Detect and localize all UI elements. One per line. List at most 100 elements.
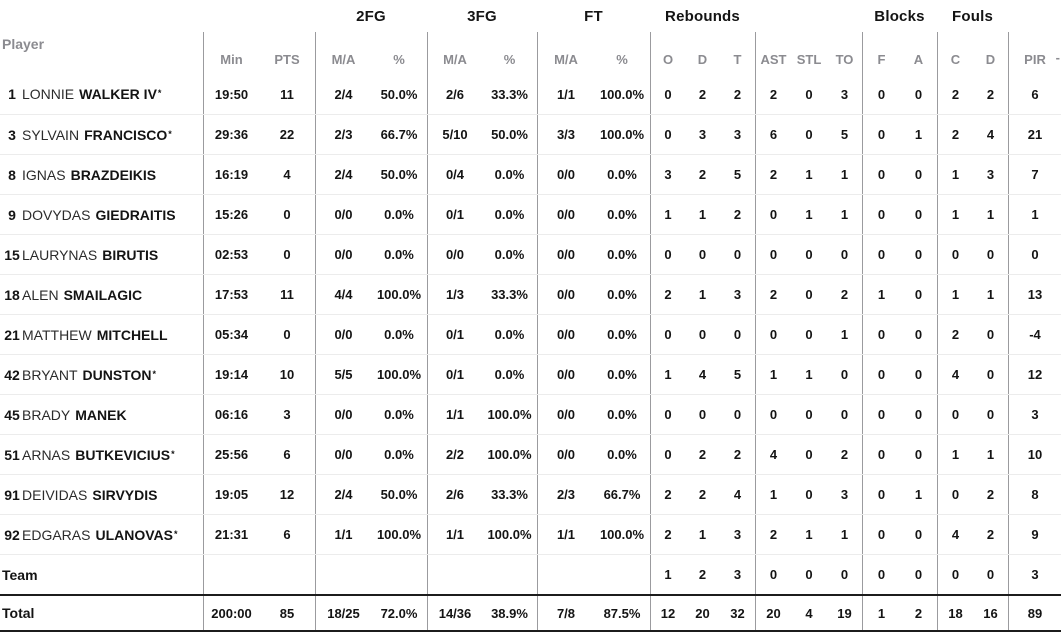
foul-c-cell: 2 xyxy=(937,74,973,114)
player-cell[interactable]: 42 BRYANT DUNSTON * xyxy=(0,355,203,394)
player-row[interactable]: 92 EDGARAS ULANOVAS * 21:31 6 1/1 100.0%… xyxy=(0,514,1061,554)
pts-cell: 3 xyxy=(283,407,291,422)
player-cell[interactable]: 91 DEIVIDAS SIRVYDIS xyxy=(0,475,203,514)
player-last-name: BRAZDEIKIS xyxy=(70,166,157,183)
player-row[interactable]: 18 ALEN SMAILAGIC 17:53 11 4/4 100.0% 1/… xyxy=(0,274,1061,314)
header-2fg-pct[interactable]: % xyxy=(393,52,405,67)
player-rows: 1 LONNIE WALKER IV * 19:50 11 2/4 50.0% … xyxy=(0,74,1061,554)
player-cell[interactable]: 18 ALEN SMAILAGIC xyxy=(0,275,203,314)
ft-ma-cell: 0/0 xyxy=(537,435,594,474)
header-stl[interactable]: STL xyxy=(796,52,822,67)
player-last-name: FRANCISCO xyxy=(84,126,168,143)
fg3-ma-cell: 0/4 xyxy=(427,155,482,194)
stl-cell: 0 xyxy=(805,127,813,142)
player-cell[interactable]: 8 IGNAS BRAZDEIKIS xyxy=(0,155,203,194)
player-row[interactable]: 51 ARNAS BUTKEVICIUS * 25:56 6 0/0 0.0% … xyxy=(0,434,1061,474)
ast-cell: 0 xyxy=(755,195,791,234)
pts-cell: 0 xyxy=(283,207,291,222)
player-cell[interactable]: 3 SYLVAIN FRANCISCO * xyxy=(0,115,203,154)
fg2-ma-cell: 2/4 xyxy=(315,74,371,114)
player-cell[interactable]: 1 LONNIE WALKER IV * xyxy=(0,74,203,114)
header-foul-d[interactable]: D xyxy=(985,52,996,67)
player-last-name: BUTKEVICIUS xyxy=(75,446,171,463)
fg3-ma-cell: 2/6 xyxy=(427,74,482,114)
header-blk-a[interactable]: A xyxy=(913,52,924,67)
reb-t-cell: 3 xyxy=(733,287,742,302)
team-blk-f-cell: 0 xyxy=(862,555,900,594)
ast-cell: 2 xyxy=(755,275,791,314)
foul-d-cell: 0 xyxy=(986,367,995,382)
group-header-2fg: 2FG xyxy=(356,7,386,25)
player-row[interactable]: 8 IGNAS BRAZDEIKIS 16:19 4 2/4 50.0% 0/4… xyxy=(0,154,1061,194)
player-cell[interactable]: 92 EDGARAS ULANOVAS * xyxy=(0,515,203,554)
foul-d-cell: 1 xyxy=(986,207,995,222)
header-reb-d[interactable]: D xyxy=(697,52,708,67)
fg2-ma-cell: 1/1 xyxy=(315,515,371,554)
min-cell: 19:14 xyxy=(203,355,259,394)
stl-cell: 0 xyxy=(805,407,813,422)
min-cell: 19:50 xyxy=(203,74,259,114)
header-foul-c[interactable]: C xyxy=(937,32,973,74)
foul-c-cell: 0 xyxy=(937,475,973,514)
player-first-name: BRYANT xyxy=(22,366,78,383)
reb-t-cell: 0 xyxy=(733,327,742,342)
player-cell[interactable]: 21 MATTHEW MITCHELL xyxy=(0,315,203,354)
header-pir[interactable]: PIR - xyxy=(1008,32,1061,74)
player-cell[interactable]: 15 LAURYNAS BIRUTIS xyxy=(0,235,203,274)
block-a-cell: 0 xyxy=(914,367,923,382)
header-player[interactable]: Player xyxy=(2,35,45,52)
stl-cell: 0 xyxy=(805,327,813,342)
to-cell: 2 xyxy=(840,287,849,302)
team-foul-c-cell: 0 xyxy=(937,555,973,594)
header-reb-o[interactable]: O xyxy=(650,32,685,74)
player-row[interactable]: 15 LAURYNAS BIRUTIS 02:53 0 0/0 0.0% 0/0… xyxy=(0,234,1061,274)
player-cell[interactable]: 9 DOVYDAS GIEDRAITIS xyxy=(0,195,203,234)
reb-o-cell: 2 xyxy=(650,275,685,314)
header-3fg-pct[interactable]: % xyxy=(503,52,516,67)
pir-cell: -4 xyxy=(1008,315,1061,354)
block-a-cell: 0 xyxy=(914,207,923,222)
block-f-cell: 0 xyxy=(862,475,900,514)
to-cell: 3 xyxy=(840,86,849,102)
player-row[interactable]: 9 DOVYDAS GIEDRAITIS 15:26 0 0/0 0.0% 0/… xyxy=(0,194,1061,234)
header-to[interactable]: TO xyxy=(835,52,854,67)
block-f-cell: 0 xyxy=(862,155,900,194)
pts-cell: 6 xyxy=(283,527,291,542)
team-2fg-ma-cell xyxy=(315,555,371,594)
min-cell: 19:05 xyxy=(203,475,259,514)
header-ft-ma[interactable]: M/A xyxy=(537,32,594,74)
to-cell: 0 xyxy=(840,247,849,262)
reb-d-cell: 4 xyxy=(698,367,707,382)
player-row[interactable]: 42 BRYANT DUNSTON * 19:14 10 5/5 100.0% … xyxy=(0,354,1061,394)
player-row[interactable]: 91 DEIVIDAS SIRVYDIS 19:05 12 2/4 50.0% … xyxy=(0,474,1061,514)
header-reb-t[interactable]: T xyxy=(733,52,742,67)
player-row[interactable]: 3 SYLVAIN FRANCISCO * 29:36 22 2/3 66.7%… xyxy=(0,114,1061,154)
ft-pct-cell: 0.0% xyxy=(607,407,637,422)
block-a-cell: 1 xyxy=(914,127,923,142)
reb-t-cell: 5 xyxy=(733,367,742,382)
header-min[interactable]: Min xyxy=(203,32,259,74)
player-cell[interactable]: 51 ARNAS BUTKEVICIUS * xyxy=(0,435,203,474)
ast-cell: 2 xyxy=(755,155,791,194)
header-blk-f[interactable]: F xyxy=(862,32,900,74)
player-row[interactable]: 45 BRADY MANEK 06:16 3 0/0 0.0% 1/1 100.… xyxy=(0,394,1061,434)
player-row[interactable]: 21 MATTHEW MITCHELL 05:34 0 0/0 0.0% 0/1… xyxy=(0,314,1061,354)
header-ast[interactable]: AST xyxy=(755,32,791,74)
player-row[interactable]: 1 LONNIE WALKER IV * 19:50 11 2/4 50.0% … xyxy=(0,74,1061,114)
block-f-cell: 0 xyxy=(862,235,900,274)
total-ast-cell: 20 xyxy=(755,596,791,630)
player-first-name: IGNAS xyxy=(22,166,66,183)
fg3-pct-cell: 33.3% xyxy=(491,86,528,102)
header-3fg-ma[interactable]: M/A xyxy=(427,32,482,74)
fg2-pct-cell: 0.0% xyxy=(384,327,414,342)
min-cell: 05:34 xyxy=(203,315,259,354)
to-cell: 0 xyxy=(840,407,849,422)
starter-mark: * xyxy=(174,528,178,539)
pts-cell: 4 xyxy=(283,167,291,182)
player-cell[interactable]: 45 BRADY MANEK xyxy=(0,395,203,434)
header-2fg-ma[interactable]: M/A xyxy=(315,32,371,74)
header-ft-pct[interactable]: % xyxy=(616,52,628,67)
header-pts[interactable]: PTS xyxy=(274,52,300,67)
pts-cell: 11 xyxy=(280,86,294,102)
